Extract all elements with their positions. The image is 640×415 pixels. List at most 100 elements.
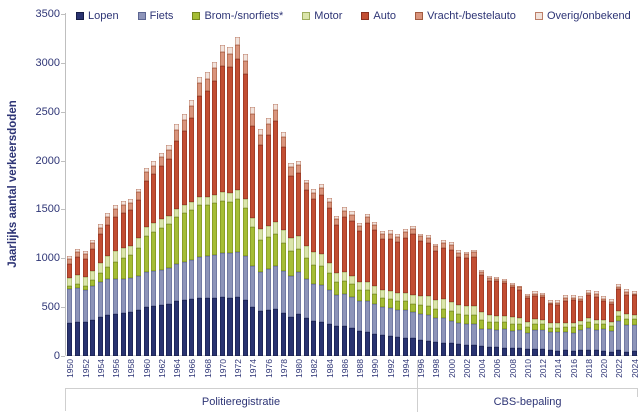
- segment-auto: [265, 134, 271, 226]
- bar-2000: [448, 242, 454, 356]
- segment-brom-snorfiets-: [593, 324, 599, 331]
- segment-motor: [135, 238, 141, 248]
- segment-fiets: [562, 332, 569, 351]
- segment-brom-snorfiets-: [532, 323, 538, 330]
- segment-motor: [578, 320, 584, 326]
- x-tick-label: 1960: [141, 359, 152, 378]
- segment-auto: [280, 146, 286, 230]
- segment-fiets: [227, 253, 233, 298]
- segment-lopen: [456, 344, 462, 356]
- x-tick-label: 1968: [202, 359, 213, 378]
- legend-swatch-icon: [137, 12, 146, 20]
- y-tick-mark: [61, 14, 65, 15]
- x-tick-label: 2008: [507, 359, 518, 378]
- x-tick-label: 1954: [95, 359, 106, 378]
- segment-vracht-bestelauto: [265, 123, 271, 135]
- segment-motor: [174, 208, 180, 218]
- segment-overig-onbekend: [174, 123, 180, 130]
- segment-vracht-bestelauto: [334, 218, 340, 225]
- segment-motor: [74, 275, 80, 285]
- segment-lopen: [410, 337, 416, 356]
- bar-2009: [517, 285, 523, 356]
- bar-1959: [135, 188, 141, 356]
- segment-overig-onbekend: [158, 152, 164, 158]
- bar-2019: [593, 291, 599, 356]
- segment-brom-snorfiets-: [90, 280, 96, 287]
- segment-brom-snorfiets-: [418, 304, 424, 314]
- segment-vracht-bestelauto: [486, 278, 492, 282]
- segment-auto: [463, 258, 469, 307]
- segment-lopen: [204, 298, 210, 356]
- segment-auto: [212, 81, 218, 195]
- segment-auto: [113, 216, 119, 251]
- segment-brom-snorfiets-: [311, 264, 317, 284]
- segment-fiets: [181, 262, 187, 301]
- segment-auto: [486, 281, 492, 316]
- segment-brom-snorfiets-: [265, 236, 271, 270]
- segment-lopen: [296, 313, 302, 356]
- segment-motor: [593, 320, 599, 325]
- segment-lopen: [257, 311, 264, 356]
- legend-label: Overig/onbekend: [546, 10, 631, 22]
- segment-lopen: [181, 300, 187, 356]
- legend-item-fiets: Fiets: [137, 10, 173, 22]
- legend-label: Lopen: [88, 10, 119, 22]
- segment-auto: [387, 239, 393, 291]
- x-tick-label: 2016: [568, 359, 579, 378]
- segment-vracht-bestelauto: [113, 208, 119, 217]
- segment-auto: [74, 257, 80, 276]
- segment-fiets: [517, 330, 523, 349]
- bar-1999: [440, 240, 447, 356]
- segment-lopen: [288, 316, 294, 356]
- segment-brom-snorfiets-: [379, 297, 386, 308]
- x-tick-label: 1990: [370, 359, 381, 378]
- segment-overig-onbekend: [257, 129, 264, 135]
- bar-1974: [250, 107, 256, 356]
- bar-1996: [418, 233, 424, 356]
- bar-1976: [265, 118, 271, 356]
- segment-overig-onbekend: [562, 295, 569, 299]
- segment-motor: [608, 321, 614, 327]
- bar-1979: [288, 162, 294, 356]
- segment-motor: [555, 323, 561, 328]
- segment-lopen: [440, 342, 447, 356]
- bar-1997: [425, 235, 431, 356]
- segment-lopen: [631, 351, 637, 356]
- segment-motor: [349, 276, 355, 285]
- segment-overig-onbekend: [357, 222, 363, 226]
- segment-fiets: [448, 320, 454, 344]
- segment-overig-onbekend: [517, 285, 523, 288]
- segment-vracht-bestelauto: [456, 252, 462, 257]
- segment-lopen: [303, 317, 309, 356]
- segment-overig-onbekend: [578, 296, 584, 300]
- segment-lopen: [402, 338, 408, 356]
- segment-overig-onbekend: [242, 53, 248, 61]
- segment-motor: [479, 311, 485, 321]
- segment-lopen: [82, 322, 88, 356]
- segment-vracht-bestelauto: [288, 167, 294, 176]
- segment-lopen: [608, 351, 614, 356]
- segment-overig-onbekend: [509, 282, 515, 285]
- segment-overig-onbekend: [334, 215, 340, 219]
- y-tick-label: 1000: [35, 252, 60, 265]
- segment-motor: [631, 315, 637, 320]
- x-tick-label: 1966: [187, 359, 198, 378]
- legend-label: Vracht-/bestelauto: [427, 10, 516, 22]
- segment-motor: [67, 278, 73, 287]
- segment-fiets: [265, 269, 271, 311]
- segment-vracht-bestelauto: [280, 137, 286, 147]
- x-tick-label: 2000: [446, 359, 457, 378]
- segment-overig-onbekend: [631, 291, 637, 294]
- segment-motor: [105, 255, 111, 267]
- bar-1977: [273, 103, 279, 356]
- segment-auto: [601, 300, 607, 320]
- bar-1988: [357, 222, 363, 356]
- segment-vracht-bestelauto: [425, 237, 431, 243]
- segment-lopen: [532, 349, 538, 356]
- segment-overig-onbekend: [296, 161, 302, 166]
- segment-motor: [570, 322, 576, 328]
- segment-overig-onbekend: [288, 162, 294, 168]
- bar-1969: [212, 61, 218, 356]
- x-tick-label: 1950: [65, 359, 76, 378]
- x-tick-label: 2004: [477, 359, 488, 378]
